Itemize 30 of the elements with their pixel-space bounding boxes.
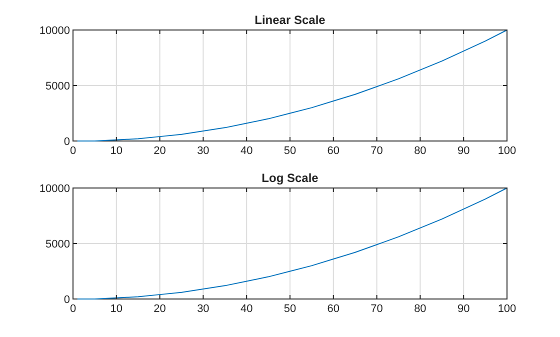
y-tick-label: 10000 — [39, 25, 70, 37]
chart-title: Linear Scale — [254, 13, 326, 27]
x-tick-label: 20 — [154, 303, 166, 315]
y-tick-label: 10000 — [39, 183, 70, 195]
line-series — [76, 30, 508, 142]
y-tick-label: 0 — [64, 294, 70, 306]
x-tick-label: 80 — [414, 145, 426, 157]
chart-title: Log Scale — [262, 171, 319, 185]
x-tick-label: 30 — [197, 145, 210, 157]
x-tick-label: 30 — [197, 303, 210, 315]
x-tick-label: 90 — [457, 145, 470, 157]
line-series — [76, 188, 508, 300]
x-tick-label: 100 — [498, 303, 516, 315]
x-tick-label: 20 — [154, 145, 166, 157]
x-tick-label: 50 — [284, 145, 296, 157]
x-tick-label: 80 — [414, 303, 426, 315]
x-tick-label: 70 — [370, 303, 383, 315]
x-tick-label: 10 — [110, 303, 123, 315]
x-tick-label: 40 — [240, 145, 253, 157]
x-tick-label: 10 — [110, 145, 123, 157]
x-tick-label: 90 — [457, 303, 470, 315]
y-tick-label: 0 — [64, 136, 70, 148]
x-tick-label: 100 — [498, 145, 516, 157]
y-tick-label: 5000 — [46, 238, 70, 250]
x-tick-label: 70 — [370, 145, 383, 157]
x-tick-label: 60 — [327, 303, 340, 315]
x-tick-label: 60 — [327, 145, 340, 157]
x-tick-label: 40 — [240, 303, 253, 315]
x-tick-label: 50 — [284, 303, 296, 315]
y-tick-label: 5000 — [46, 80, 70, 92]
